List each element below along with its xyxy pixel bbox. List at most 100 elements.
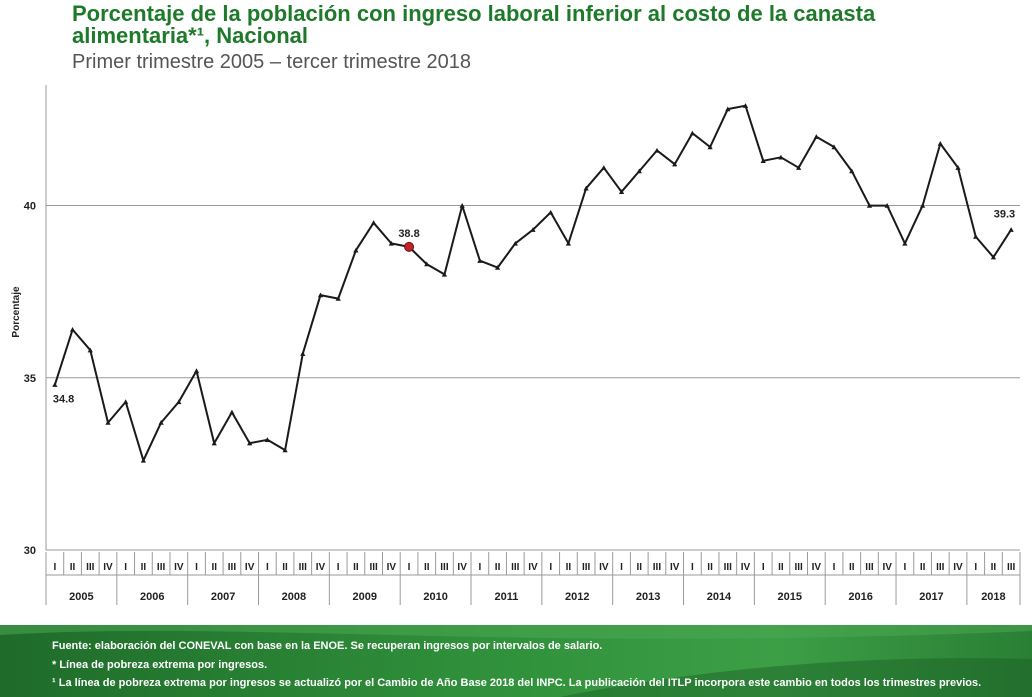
chart-title: Porcentaje de la población con ingreso l… <box>72 1 876 48</box>
quarter-label: II <box>282 562 288 573</box>
year-label: 2009 <box>353 591 377 603</box>
footnote-asterisk: * Línea de pobreza extrema por ingresos. <box>52 659 268 671</box>
data-point <box>725 106 731 112</box>
y-tick-label: 30 <box>24 545 36 557</box>
quarter-label: IV <box>528 562 538 573</box>
quarter-label: IV <box>812 562 822 573</box>
data-point <box>601 165 607 170</box>
data-point <box>371 220 377 225</box>
data-point <box>813 134 819 139</box>
quarter-label: III <box>582 562 591 573</box>
data-point <box>902 240 908 246</box>
data-point <box>158 419 164 425</box>
quarter-label: III <box>299 562 308 573</box>
category-axis: I II III IV I II III IV I II III IV I II III IV I II III IV… <box>45 552 1021 605</box>
footer-swoosh <box>0 625 1032 697</box>
quarter-label: I <box>904 562 907 573</box>
data-point <box>176 399 182 405</box>
quarter-label: II <box>707 562 713 573</box>
quarter-label: III <box>157 562 166 573</box>
data-label: 34.8 <box>53 394 74 406</box>
data-point <box>211 440 217 446</box>
quarter-label: I <box>408 562 411 573</box>
data-point <box>920 202 926 208</box>
data-point <box>849 168 855 174</box>
axes <box>45 85 1020 551</box>
quarter-label: I <box>974 562 977 573</box>
footer-band <box>0 625 1032 697</box>
data-point <box>229 409 235 415</box>
data-point <box>424 261 430 267</box>
year-label: 2018 <box>981 591 1005 603</box>
quarter-label: IV <box>103 562 113 573</box>
data-point <box>105 419 111 425</box>
data-point <box>831 144 837 150</box>
data-point <box>707 144 713 150</box>
quarter-label: II <box>849 562 855 573</box>
data-point <box>193 368 200 374</box>
quarter-label: II <box>991 562 997 573</box>
year-label: 2015 <box>778 591 802 603</box>
data-point <box>884 202 890 208</box>
data-point <box>335 295 341 301</box>
data-point <box>300 351 306 356</box>
quarter-label: III <box>724 562 733 573</box>
quarter-label: II <box>424 562 430 573</box>
quarter-label: I <box>478 562 481 573</box>
data-point <box>937 140 943 146</box>
quarter-label: I <box>762 562 765 573</box>
quarter-label: I <box>549 562 552 573</box>
quarter-label: III <box>1007 562 1016 573</box>
data-point <box>583 185 589 191</box>
quarter-label: I <box>833 562 836 573</box>
quarter-label: II <box>566 562 572 573</box>
quarter-label: III <box>865 562 874 573</box>
year-label: 2007 <box>211 591 235 603</box>
quarter-label: I <box>691 562 694 573</box>
data-point <box>742 103 749 108</box>
data-point <box>955 165 961 170</box>
quarter-label: III <box>794 562 803 573</box>
data-point <box>636 168 642 174</box>
data-point <box>459 202 465 208</box>
quarter-label: III <box>369 562 378 573</box>
quarter-label: I <box>266 562 269 573</box>
quarter-label: IV <box>882 562 892 573</box>
data-label: 39.3 <box>994 209 1015 221</box>
quarter-label: I <box>620 562 623 573</box>
data-point <box>494 264 501 270</box>
quarter-label: I <box>195 562 198 573</box>
data-point <box>973 233 979 239</box>
quarter-label: II <box>778 562 784 573</box>
quarter-label: II <box>495 562 501 573</box>
data-point <box>778 154 784 160</box>
quarter-label: II <box>920 562 926 573</box>
chart-subtitle: Primer trimestre 2005 – tercer trimestre… <box>72 51 472 73</box>
year-label: 2017 <box>919 591 943 603</box>
data-point <box>52 382 58 387</box>
quarter-label: III <box>86 562 95 573</box>
data-point <box>796 165 802 170</box>
data-label: 38.8 <box>398 228 419 240</box>
quarter-label: IV <box>599 562 609 573</box>
y-tick-labels: 30 35 40 <box>24 201 36 557</box>
year-label: 2008 <box>282 591 306 603</box>
data-point <box>87 347 93 353</box>
data-point <box>388 240 394 246</box>
quarter-label: IV <box>174 562 184 573</box>
data-point <box>282 447 288 453</box>
quarter-label: II <box>141 562 147 573</box>
data-point <box>247 440 253 446</box>
data-point <box>548 209 554 215</box>
quarter-label: II <box>636 562 642 573</box>
quarter-label: II <box>70 562 76 573</box>
data-point <box>530 227 536 232</box>
data-point <box>654 147 660 153</box>
data-labels: 34.8 38.8 39.3 <box>53 209 1015 406</box>
quarter-label: IV <box>670 562 680 573</box>
data-point <box>441 271 448 277</box>
quarter-label: III <box>511 562 520 573</box>
data-point <box>69 326 76 332</box>
year-label: 2006 <box>140 591 164 603</box>
